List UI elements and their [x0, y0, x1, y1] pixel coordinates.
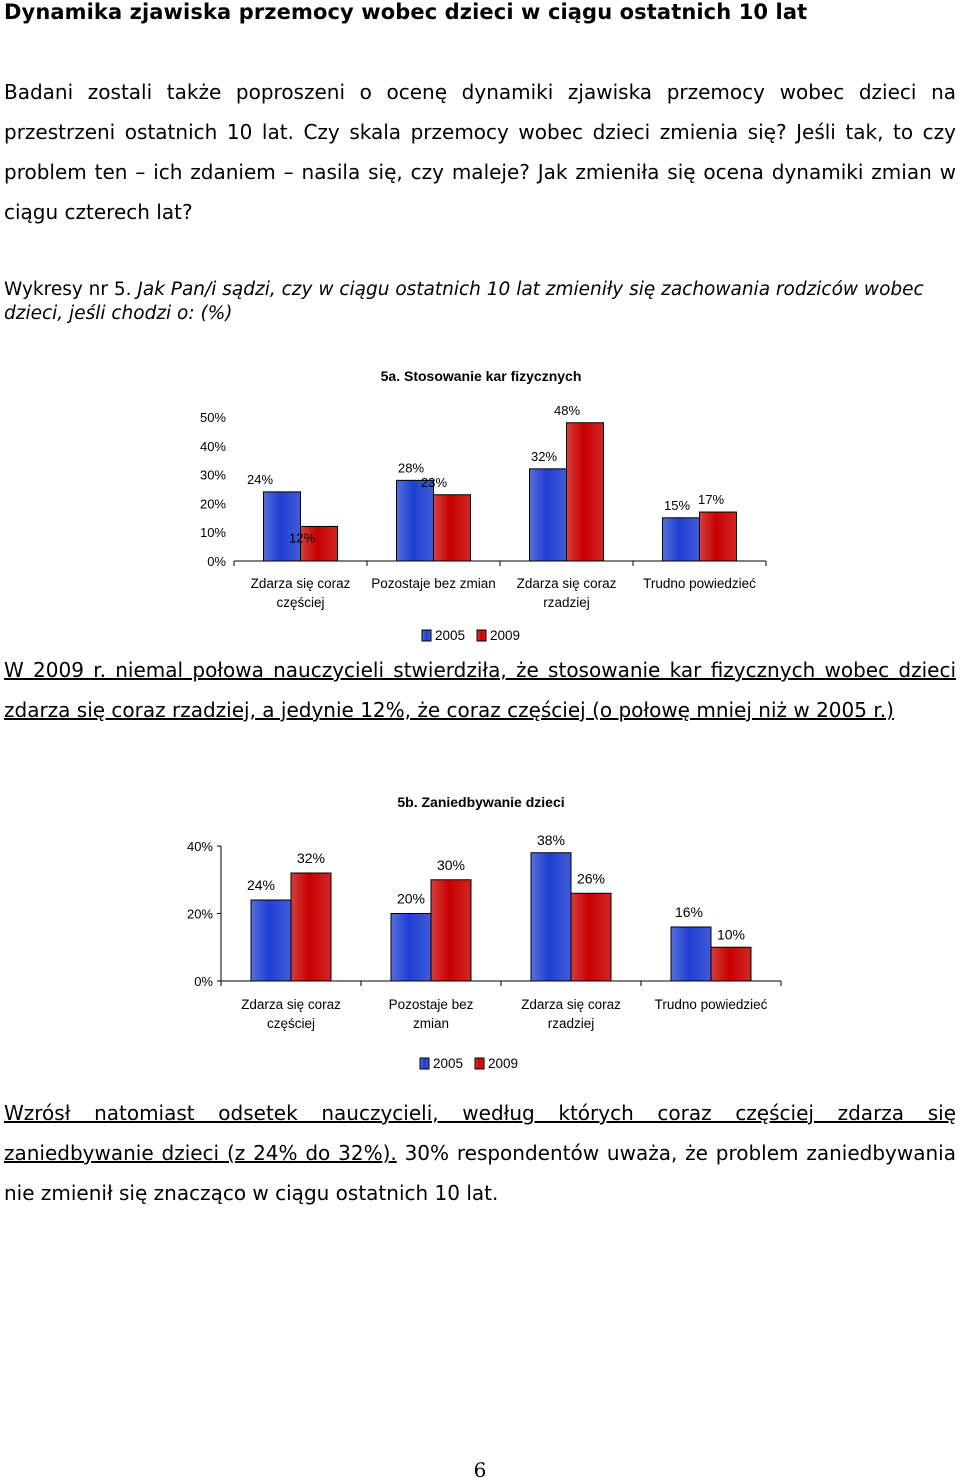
category-label: częściej	[267, 1016, 315, 1031]
bar-2009	[290, 872, 332, 982]
y-tick-label: 50%	[200, 410, 226, 425]
bar-2005	[263, 491, 301, 562]
category-label: Zdarza się coraz	[251, 576, 351, 591]
bar-2005	[530, 852, 572, 982]
bar-2005	[396, 479, 434, 562]
legend-swatch-2005	[421, 629, 432, 642]
y-tick-label: 20%	[200, 496, 226, 511]
paragraph-5b: Wzrósł natomiast odsetek nauczycieli, we…	[4, 1093, 956, 1213]
category-label: Pozostaje bez zmian	[371, 576, 496, 591]
category-label: Zdarza się coraz	[521, 997, 621, 1012]
data-label: 20%	[397, 891, 425, 907]
data-label: 28%	[398, 460, 424, 475]
category-label: Trudno powiedzieć	[655, 997, 768, 1012]
category-label: Zdarza się coraz	[241, 997, 341, 1012]
category-label: Pozostaje bez	[389, 997, 474, 1012]
category-label: Trudno powiedzieć	[643, 576, 756, 591]
bar-2009	[710, 946, 752, 982]
chart-title: 5a. Stosowanie kar fizycznych	[381, 368, 582, 384]
data-label: 30%	[437, 857, 465, 873]
data-label: 15%	[664, 498, 690, 513]
paragraph-5b-rest: 30% respondentów uważa, że problem zanie…	[4, 1141, 956, 1205]
category-label: rzadziej	[543, 595, 590, 610]
category-label: Zdarza się coraz	[517, 576, 617, 591]
legend-label: 2009	[488, 1056, 518, 1071]
legend-swatch-2005	[419, 1057, 430, 1070]
data-label: 24%	[247, 877, 275, 893]
bar-2005	[662, 517, 700, 562]
paragraph-5a-text: W 2009 r. niemal połowa nauczycieli stwi…	[4, 658, 956, 722]
legend-label: 2009	[490, 628, 520, 643]
caption-prefix: Wykresy nr 5.	[4, 279, 138, 300]
category-label: zmian	[413, 1016, 449, 1031]
chart-caption: Wykresy nr 5. Jak Pan/i sądzi, czy w cią…	[4, 278, 956, 326]
legend-swatch-2009	[476, 629, 487, 642]
bar-2005	[390, 913, 432, 982]
chart-5b: 5b. Zaniedbywanie dzieci 0% 20% 40% 24% 32% Zd…	[187, 794, 782, 1071]
bar-2009	[566, 422, 604, 562]
page-number: 6	[473, 1458, 487, 1482]
data-label: 26%	[577, 870, 605, 886]
data-label: 24%	[247, 472, 273, 487]
data-label: 32%	[297, 850, 325, 866]
category-label: częściej	[276, 595, 324, 610]
data-label: 32%	[531, 449, 557, 464]
bar-2009	[699, 511, 737, 562]
y-tick-label: 40%	[200, 439, 226, 454]
bar-2009	[300, 525, 338, 562]
bar-2009	[433, 494, 471, 562]
y-tick-label: 20%	[187, 907, 213, 922]
y-tick-label: 0%	[207, 554, 226, 569]
data-label: 23%	[421, 475, 447, 490]
section-heading: Dynamika zjawiska przemocy wobec dzieci …	[4, 0, 808, 24]
caption-question: Jak Pan/i sądzi, czy w ciągu ostatnich 1…	[4, 279, 924, 324]
data-label: 10%	[717, 926, 745, 942]
data-label: 12%	[289, 530, 315, 545]
paragraph-5a: W 2009 r. niemal połowa nauczycieli stwi…	[4, 650, 956, 730]
bar-2009	[570, 892, 612, 982]
category-label: rzadziej	[548, 1016, 595, 1031]
data-label: 48%	[554, 403, 580, 418]
data-label: 16%	[675, 904, 703, 920]
paragraph-5b-underlined: Wzrósł natomiast odsetek nauczycieli, we…	[4, 1101, 956, 1165]
legend-label: 2005	[433, 1056, 463, 1071]
y-tick-label: 40%	[187, 839, 213, 854]
bar-2005	[670, 926, 712, 982]
bar-2005	[250, 899, 292, 982]
data-label: 38%	[537, 832, 565, 848]
y-tick-label: 0%	[194, 974, 213, 989]
y-tick-label: 10%	[200, 525, 226, 540]
intro-paragraph: Badani zostali także poproszeni o ocenę …	[4, 80, 956, 224]
y-tick-label: 30%	[200, 468, 226, 483]
bar-2005	[529, 468, 567, 562]
legend-swatch-2009	[474, 1057, 485, 1070]
data-label: 17%	[698, 492, 724, 507]
legend-label: 2005	[435, 628, 465, 643]
chart-title: 5b. Zaniedbywanie dzieci	[397, 794, 564, 810]
chart-5a: 5a. Stosowanie kar fizycznych 0% 10% 20% 30%…	[200, 368, 767, 643]
bar-2009	[430, 879, 472, 982]
